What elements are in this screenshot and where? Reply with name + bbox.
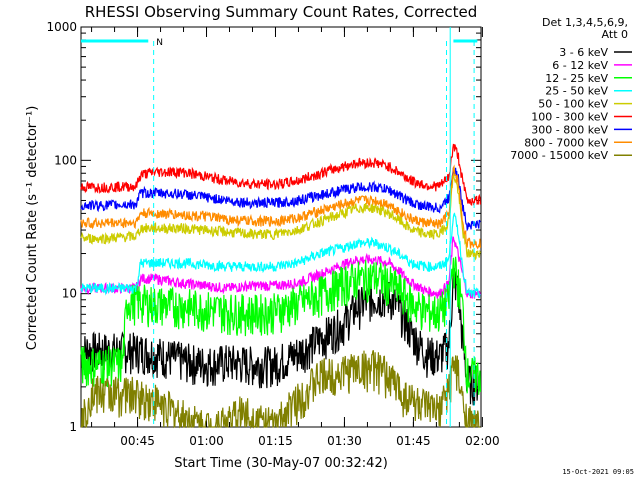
series-line-5 bbox=[80, 143, 481, 206]
legend-label: 50 - 100 keV bbox=[538, 98, 608, 111]
x-tick-label: 01:45 bbox=[396, 434, 431, 448]
y-axis-label: Corrected Count Rate (s⁻¹ detector⁻¹) bbox=[25, 106, 40, 351]
legend-label: 7000 - 15000 keV bbox=[510, 149, 608, 162]
x-tick-label: 01:00 bbox=[189, 434, 224, 448]
flag-label: N bbox=[156, 38, 163, 48]
chart-title: RHESSI Observing Summary Count Rates, Co… bbox=[85, 3, 478, 21]
legend-label: 100 - 300 keV bbox=[531, 111, 608, 124]
series-line-0 bbox=[80, 267, 481, 406]
x-tick-label: 01:30 bbox=[327, 434, 362, 448]
series-line-6 bbox=[80, 167, 481, 232]
legend-header: Det 1,3,4,5,6,9, bbox=[542, 16, 628, 29]
y-tick-label: 10 bbox=[62, 287, 77, 301]
x-tick-label: 00:45 bbox=[120, 434, 155, 448]
series-line-4 bbox=[80, 170, 481, 261]
x-axis-label: Start Time (30-May-07 00:32:42) bbox=[174, 456, 388, 471]
legend-label: 300 - 800 keV bbox=[531, 123, 608, 136]
legend-header: Att 0 bbox=[602, 28, 628, 41]
timestamp-footer: 15-Oct-2021 09:05 bbox=[562, 468, 634, 476]
legend-label: 6 - 12 keV bbox=[552, 59, 608, 72]
y-tick-label: 100 bbox=[54, 153, 77, 167]
legend-label: 3 - 6 keV bbox=[559, 46, 608, 59]
annotation-layer: N bbox=[81, 27, 478, 427]
x-tick-label: 01:15 bbox=[258, 434, 293, 448]
y-tick-label: 1000 bbox=[46, 20, 77, 34]
legend-label: 12 - 25 keV bbox=[545, 72, 608, 85]
series-line-8 bbox=[81, 350, 481, 430]
series-layer bbox=[80, 143, 481, 430]
legend-label: 25 - 50 keV bbox=[545, 85, 608, 98]
y-tick-label: 1 bbox=[69, 420, 77, 434]
series-line-3 bbox=[80, 212, 481, 299]
x-tick-label: 02:00 bbox=[465, 434, 500, 448]
series-line-1 bbox=[80, 236, 481, 299]
series-line-7 bbox=[80, 164, 481, 250]
series-line-2 bbox=[80, 256, 481, 395]
legend-label: 800 - 7000 keV bbox=[524, 136, 608, 149]
